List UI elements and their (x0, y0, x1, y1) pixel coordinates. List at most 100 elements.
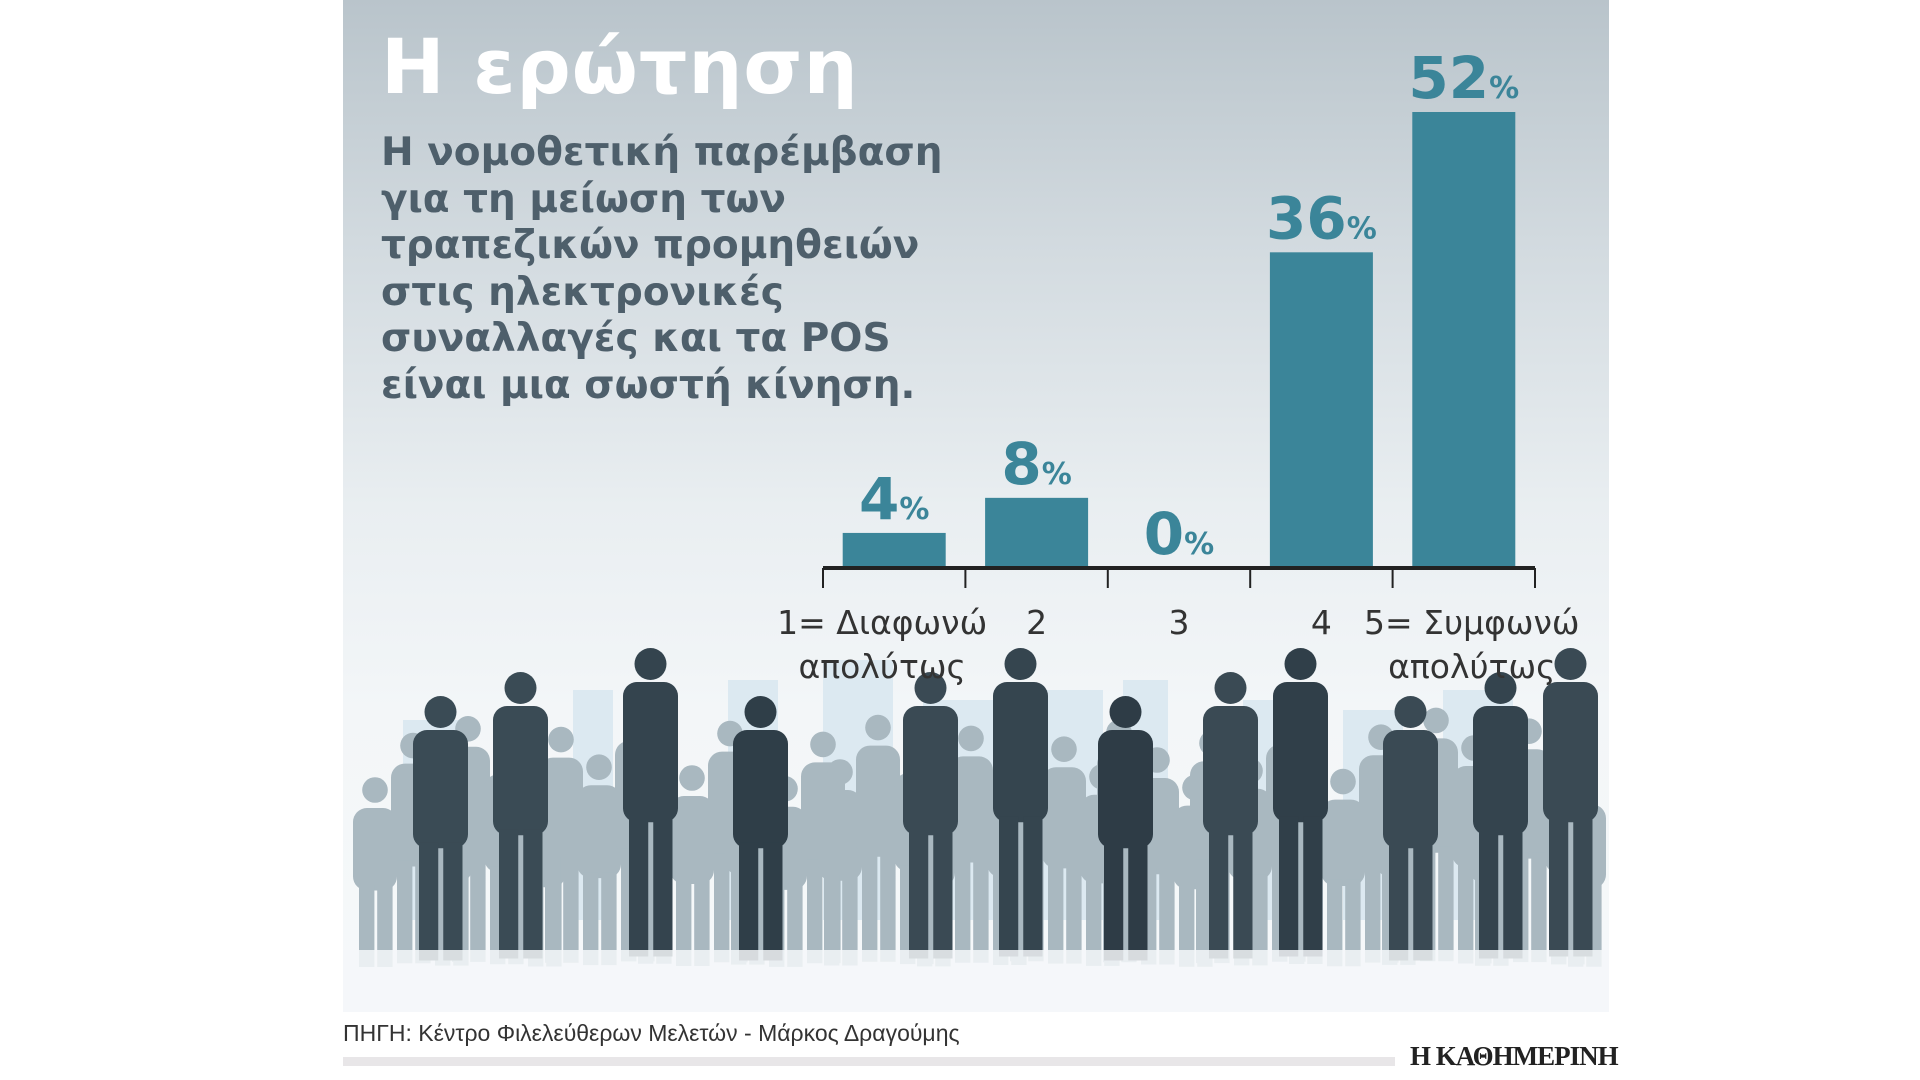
person-leg (1458, 861, 1474, 964)
person-body (1543, 682, 1598, 823)
person-body (733, 730, 788, 849)
person-silhouette (353, 777, 397, 967)
person-silhouette (818, 759, 862, 966)
person-head (548, 726, 574, 753)
person-leg (359, 884, 375, 967)
bar-5 (1412, 112, 1516, 568)
person-leg (1413, 842, 1433, 961)
newspaper-logo: Η ΚΑΘΗΜΕΡΙΝΗ (1410, 1041, 1619, 1071)
person-body (1321, 799, 1365, 886)
person-silhouette (1473, 672, 1528, 959)
bar-1 (842, 532, 946, 568)
person-head (1284, 648, 1317, 680)
person-silhouette (1203, 672, 1258, 959)
person-leg (1023, 816, 1043, 957)
person-leg (377, 884, 393, 967)
person-head (744, 696, 777, 728)
person-head (865, 714, 891, 741)
bar-2 (985, 497, 1089, 568)
person-leg (583, 872, 599, 966)
person-leg (1327, 879, 1343, 967)
category-label-4: 4 (1311, 603, 1332, 642)
chart-title: Η ερώτηση (381, 22, 859, 111)
person-leg (1048, 862, 1064, 964)
person-silhouette (1383, 696, 1438, 961)
person-head (1394, 696, 1427, 728)
person-leg (1389, 842, 1409, 961)
person-leg (999, 816, 1019, 957)
person-head (958, 725, 984, 752)
category-label-3: 3 (1169, 603, 1190, 642)
person-head (679, 765, 705, 791)
person-silhouette (493, 672, 548, 959)
person-leg (1252, 874, 1268, 966)
data-label-5: 52% (1408, 44, 1519, 112)
person-leg (880, 850, 896, 962)
person-body (539, 757, 583, 864)
person-silhouette (1042, 736, 1086, 964)
person-body (856, 745, 900, 857)
person-leg (739, 842, 759, 961)
person-body (493, 706, 548, 836)
crowd-silhouette-background (343, 648, 1609, 1012)
person-leg (824, 874, 840, 966)
person-leg (1303, 816, 1323, 957)
person-leg (1573, 816, 1593, 957)
category-label-1: 1= Διαφωνώ απολύτως (777, 603, 987, 686)
person-body (903, 706, 958, 836)
person-leg (1438, 846, 1454, 962)
person-body (353, 808, 397, 891)
person-leg (1345, 879, 1361, 967)
person-leg (499, 829, 519, 959)
person-leg (1196, 859, 1212, 964)
person-body (413, 730, 468, 849)
person-leg (601, 872, 617, 966)
person-head (1109, 696, 1142, 728)
person-head (362, 777, 388, 803)
person-leg (1503, 829, 1523, 959)
person-leg (1104, 842, 1124, 961)
person-silhouette (733, 696, 788, 961)
person-leg (1159, 868, 1175, 965)
person-silhouette (1321, 768, 1365, 967)
person-leg (563, 857, 579, 963)
data-label-3: 0% (1144, 500, 1214, 568)
ground-fade (343, 950, 1609, 1012)
source-divider (343, 1057, 1395, 1066)
person-body (1098, 730, 1153, 849)
person-body (577, 785, 621, 879)
person-body (993, 682, 1048, 823)
person-body (1473, 706, 1528, 836)
person-head (1484, 672, 1517, 704)
person-head (1330, 768, 1356, 795)
person-head (827, 759, 853, 785)
person-leg (676, 878, 692, 966)
person-leg (1365, 855, 1381, 963)
person-body (1042, 767, 1086, 869)
bar-4 (1269, 252, 1373, 569)
person-leg (1179, 883, 1195, 967)
person-leg (1279, 816, 1299, 957)
person-body (1273, 682, 1328, 823)
person-leg (807, 859, 823, 964)
person-silhouette (1543, 648, 1598, 957)
data-label-2: 8% (1001, 430, 1071, 498)
person-leg (694, 878, 710, 966)
person-silhouette (949, 725, 993, 963)
person-body (1203, 706, 1258, 836)
person-silhouette (903, 672, 958, 959)
person-silhouette (670, 765, 714, 966)
person-head (634, 648, 667, 680)
person-leg (714, 853, 730, 963)
person-leg (763, 842, 783, 961)
category-label-5: 5= Συμφωνώ απολύτως (1364, 603, 1580, 686)
person-silhouette (539, 726, 583, 963)
person-leg (1066, 862, 1082, 964)
person-head (1051, 736, 1077, 762)
person-leg (842, 874, 858, 966)
person-body (1383, 730, 1438, 849)
person-leg (1531, 852, 1547, 963)
person-silhouette (413, 696, 468, 961)
person-silhouette (577, 754, 621, 966)
person-silhouette (623, 648, 678, 957)
